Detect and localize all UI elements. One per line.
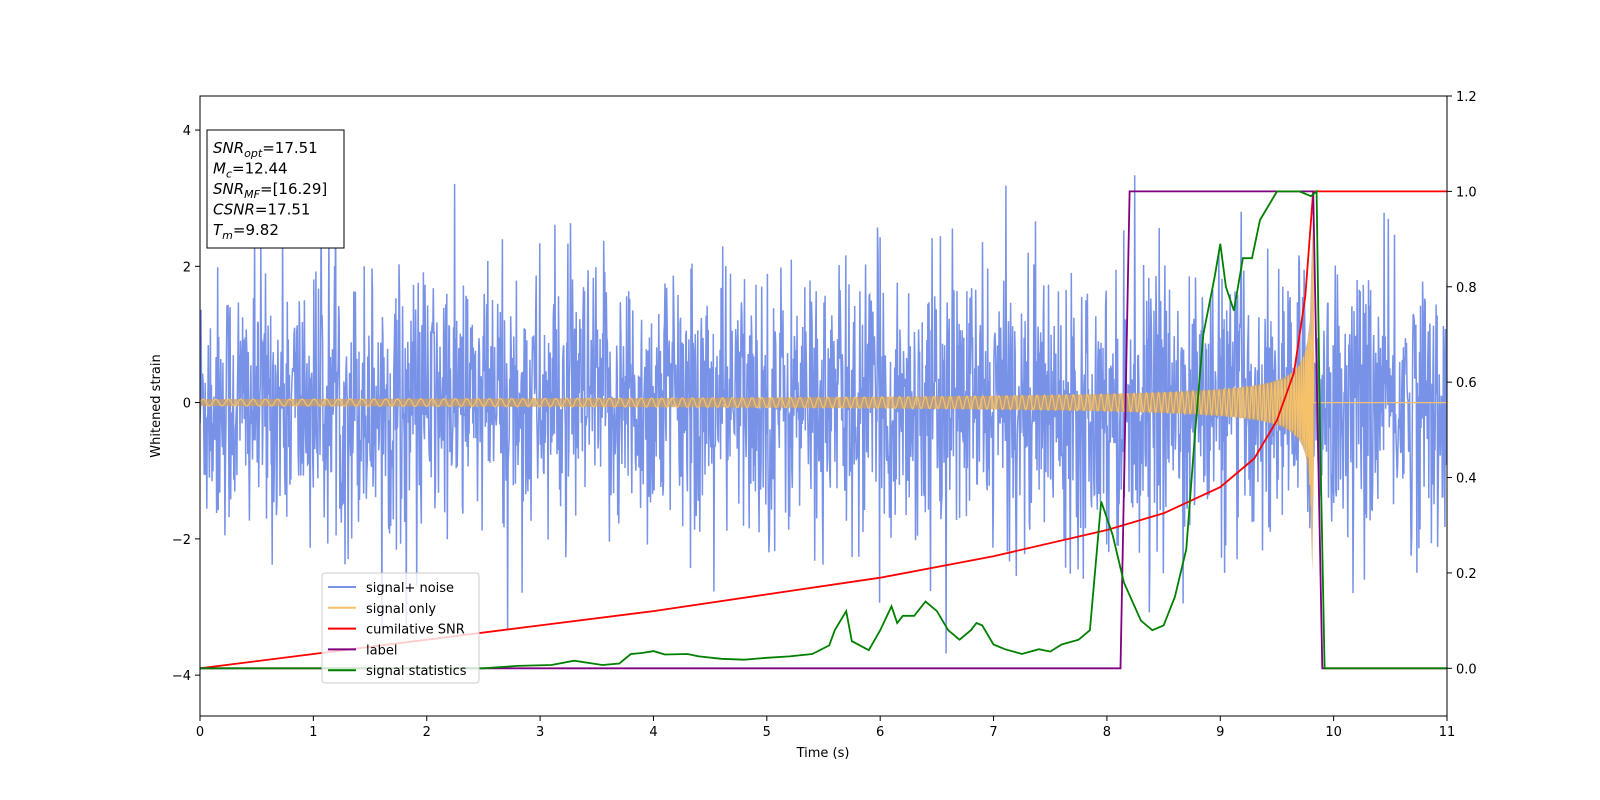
plot-frame (199, 95, 1448, 717)
y2-tick-label: 1.2 (1456, 90, 1477, 105)
info-subscript: opt (244, 147, 263, 160)
y-tick-label: 2 (183, 260, 191, 275)
y-tick-label: −2 (172, 533, 191, 548)
info-symbol: SNR (213, 180, 244, 198)
info-symbol: SNR (213, 139, 244, 157)
y-tick-label: −4 (172, 669, 191, 684)
legend-label-signal-only: signal only (366, 602, 436, 617)
x-tick-label: 9 (1216, 725, 1224, 740)
y2-tick-label: 0.4 (1456, 472, 1477, 487)
info-line: Tm=9.82 (213, 221, 279, 242)
x-axis-label: Time (s) (796, 746, 850, 761)
legend-label-label: label (366, 643, 397, 658)
x-tick-label: 6 (876, 725, 884, 740)
x-tick-label: 5 (763, 725, 771, 740)
y2-tick-label: 0.6 (1456, 376, 1477, 391)
x-tick-label: 3 (536, 725, 544, 740)
legend-label-cumilative-snr: cumilative SNR (366, 623, 465, 638)
series-signal-plus-noise (200, 148, 1447, 654)
legend: signal+ noise signal only cumilative SNR la… (321, 572, 480, 684)
x-tick-label: 11 (1439, 725, 1456, 740)
y-tick-label: 0 (183, 397, 191, 412)
y-tick-label: 4 (183, 124, 191, 139)
x-tick-label: 7 (989, 725, 997, 740)
x-tick-label: 1 (309, 725, 317, 740)
info-box: SNRopt=17.51Mc=12.44SNRMF=[16.29]CSNR=17… (206, 129, 345, 249)
x-tick-label: 10 (1325, 725, 1342, 740)
x-tick-label: 8 (1103, 725, 1111, 740)
info-symbol: T (213, 221, 224, 239)
x-tick-label: 2 (423, 725, 431, 740)
info-value: =17.51 (262, 139, 318, 157)
info-subscript: MF (244, 188, 260, 201)
x-tick-label: 4 (649, 725, 657, 740)
y-axis-label: Whitened strain (149, 354, 164, 457)
info-subscript: c (226, 168, 232, 181)
series-signal-only (200, 211, 1447, 507)
y2-tick-label: 0.0 (1456, 662, 1477, 677)
legend-label-signal-statistics: signal statistics (366, 664, 467, 679)
info-value: =9.82 (233, 221, 279, 239)
info-subscript: m (222, 229, 233, 242)
series-signal-statistics (200, 189, 1447, 670)
info-line: SNRopt=17.51 (213, 139, 318, 160)
info-symbol: CSNR (213, 201, 255, 219)
info-line: Mc=12.44 (213, 160, 288, 181)
info-line: SNRMF=[16.29] (213, 180, 327, 201)
plot-area (200, 148, 1447, 670)
info-value: =[16.29] (260, 180, 327, 198)
x-tick-label: 0 (196, 725, 204, 740)
signal-envelope (200, 232, 1447, 573)
series-cumilative-snr (200, 190, 1447, 670)
y2-tick-label: 0.8 (1456, 281, 1477, 296)
info-value: =17.51 (255, 201, 311, 219)
y2-tick-label: 0.2 (1456, 567, 1477, 582)
info-line: CSNR=17.51 (213, 201, 310, 219)
info-value: =12.44 (232, 160, 288, 178)
y2-tick-label: 1.0 (1456, 185, 1477, 200)
legend-frame (321, 572, 480, 684)
axes: 0 1 2 3 4 5 6 7 8 9 10 11 4 2 0 −2 −4 1.2 1.0 0.8 0.6 0.4 0.2 0… (172, 90, 1477, 740)
info-box-frame (206, 129, 345, 249)
legend-label-signal-noise: signal+ noise (366, 581, 454, 596)
info-symbol: M (213, 160, 226, 178)
